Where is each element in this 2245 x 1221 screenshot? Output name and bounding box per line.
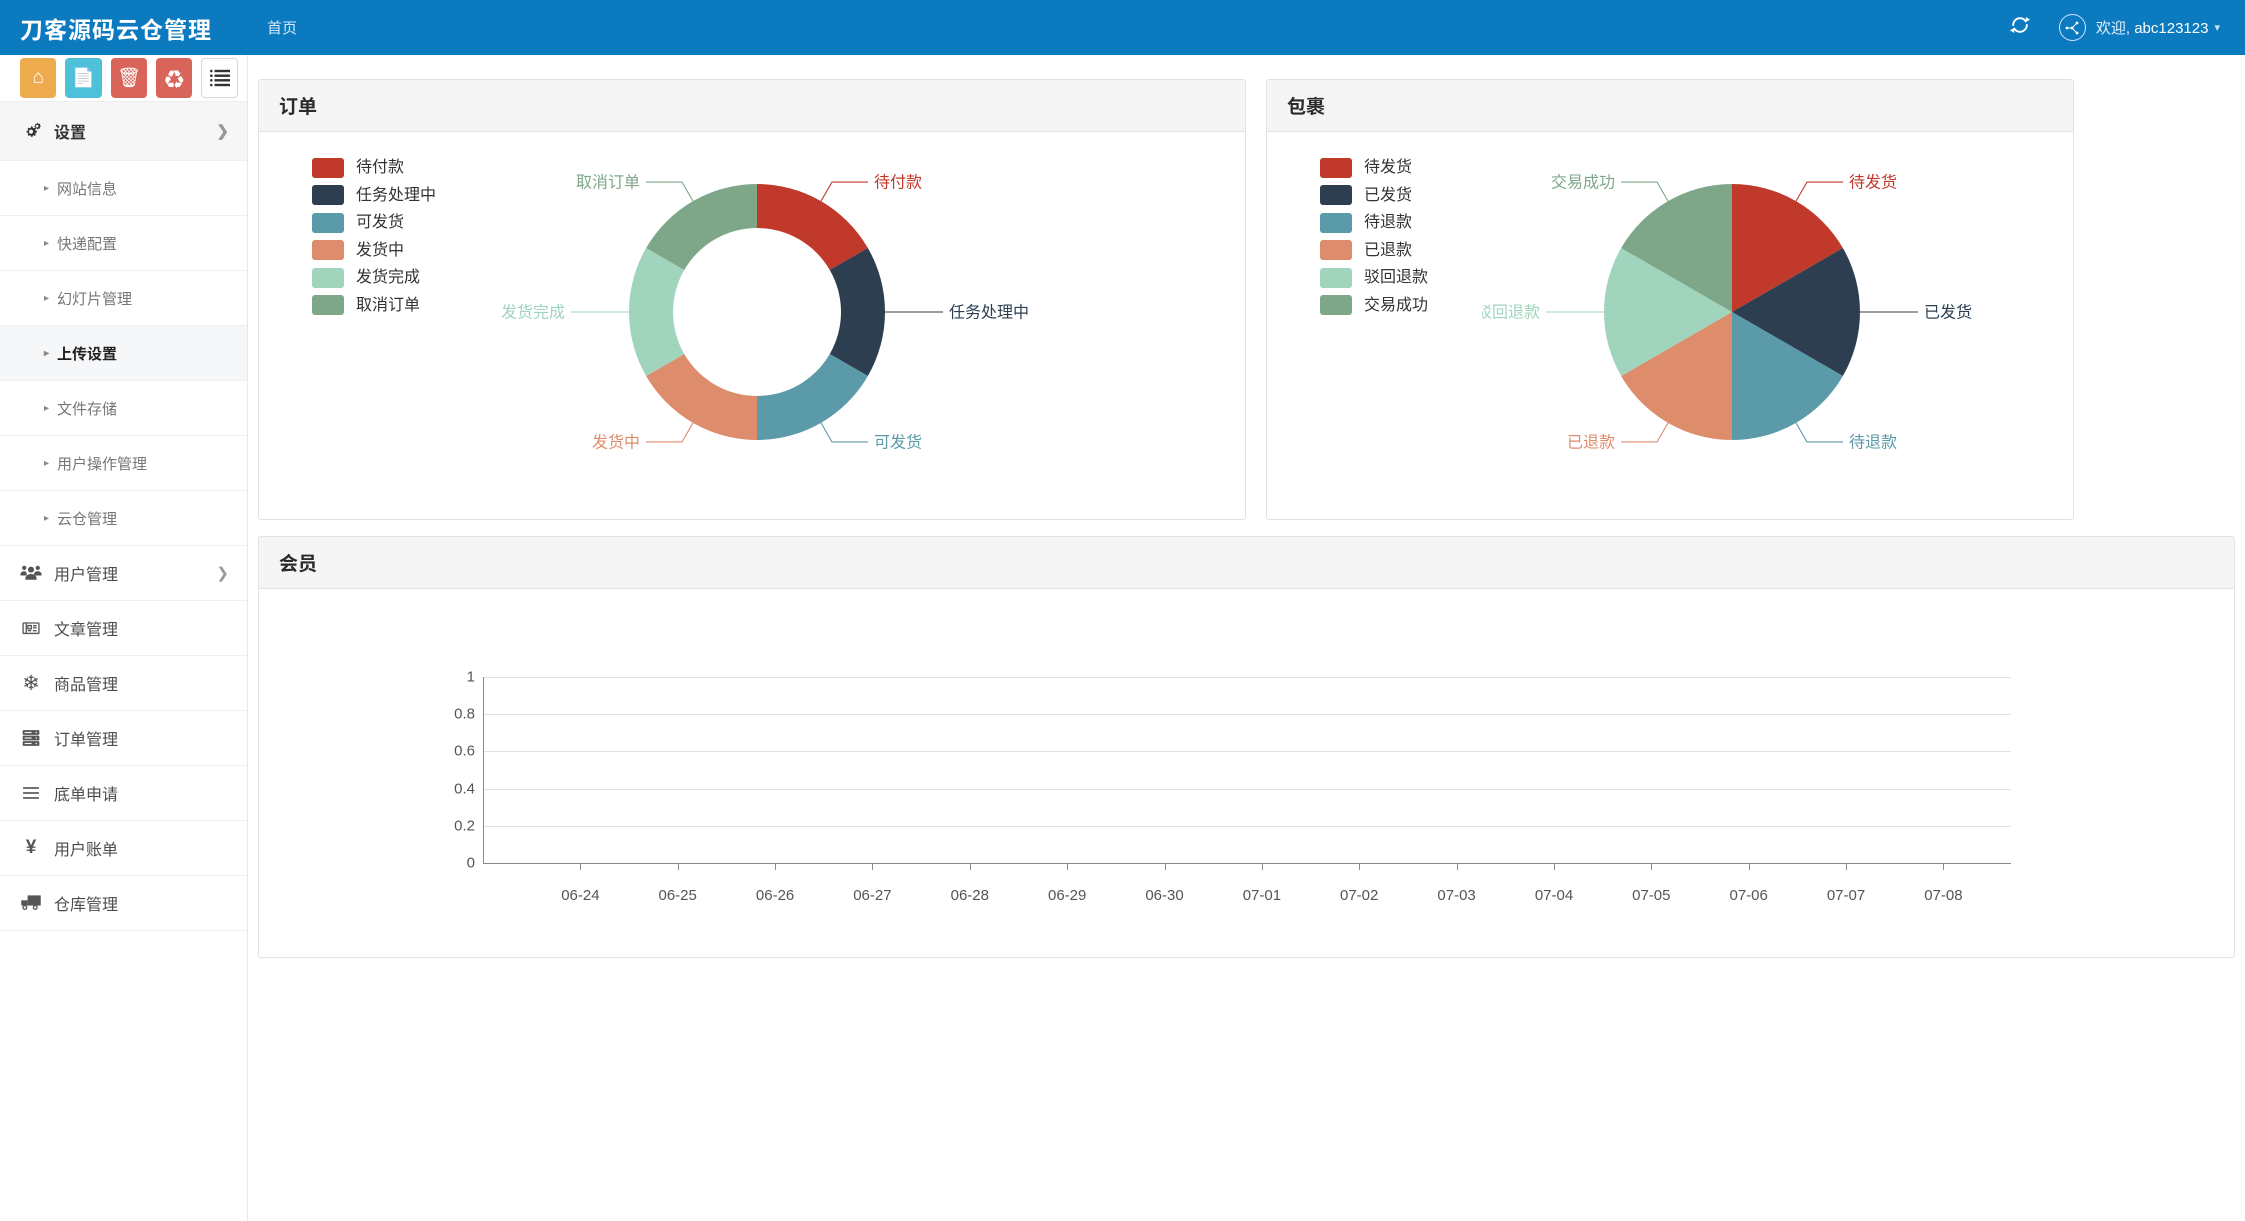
svg-text:已发货: 已发货 <box>1924 304 1972 322</box>
svg-text:待发货: 待发货 <box>1849 174 1897 192</box>
svg-text:待付款: 待付款 <box>874 174 922 192</box>
svg-text:任务处理中: 任务处理中 <box>949 304 1029 322</box>
svg-text:可发货: 可发货 <box>874 433 922 451</box>
svg-text:交易成功: 交易成功 <box>1551 174 1615 192</box>
svg-text:待退款: 待退款 <box>1849 433 1897 451</box>
svg-text:取消订单: 取消订单 <box>576 174 640 192</box>
svg-text:驳回退款: 驳回退款 <box>1482 304 1540 322</box>
svg-text:发货完成: 发货完成 <box>501 304 565 322</box>
svg-text:发货中: 发货中 <box>592 433 640 451</box>
svg-text:已退款: 已退款 <box>1567 433 1615 451</box>
